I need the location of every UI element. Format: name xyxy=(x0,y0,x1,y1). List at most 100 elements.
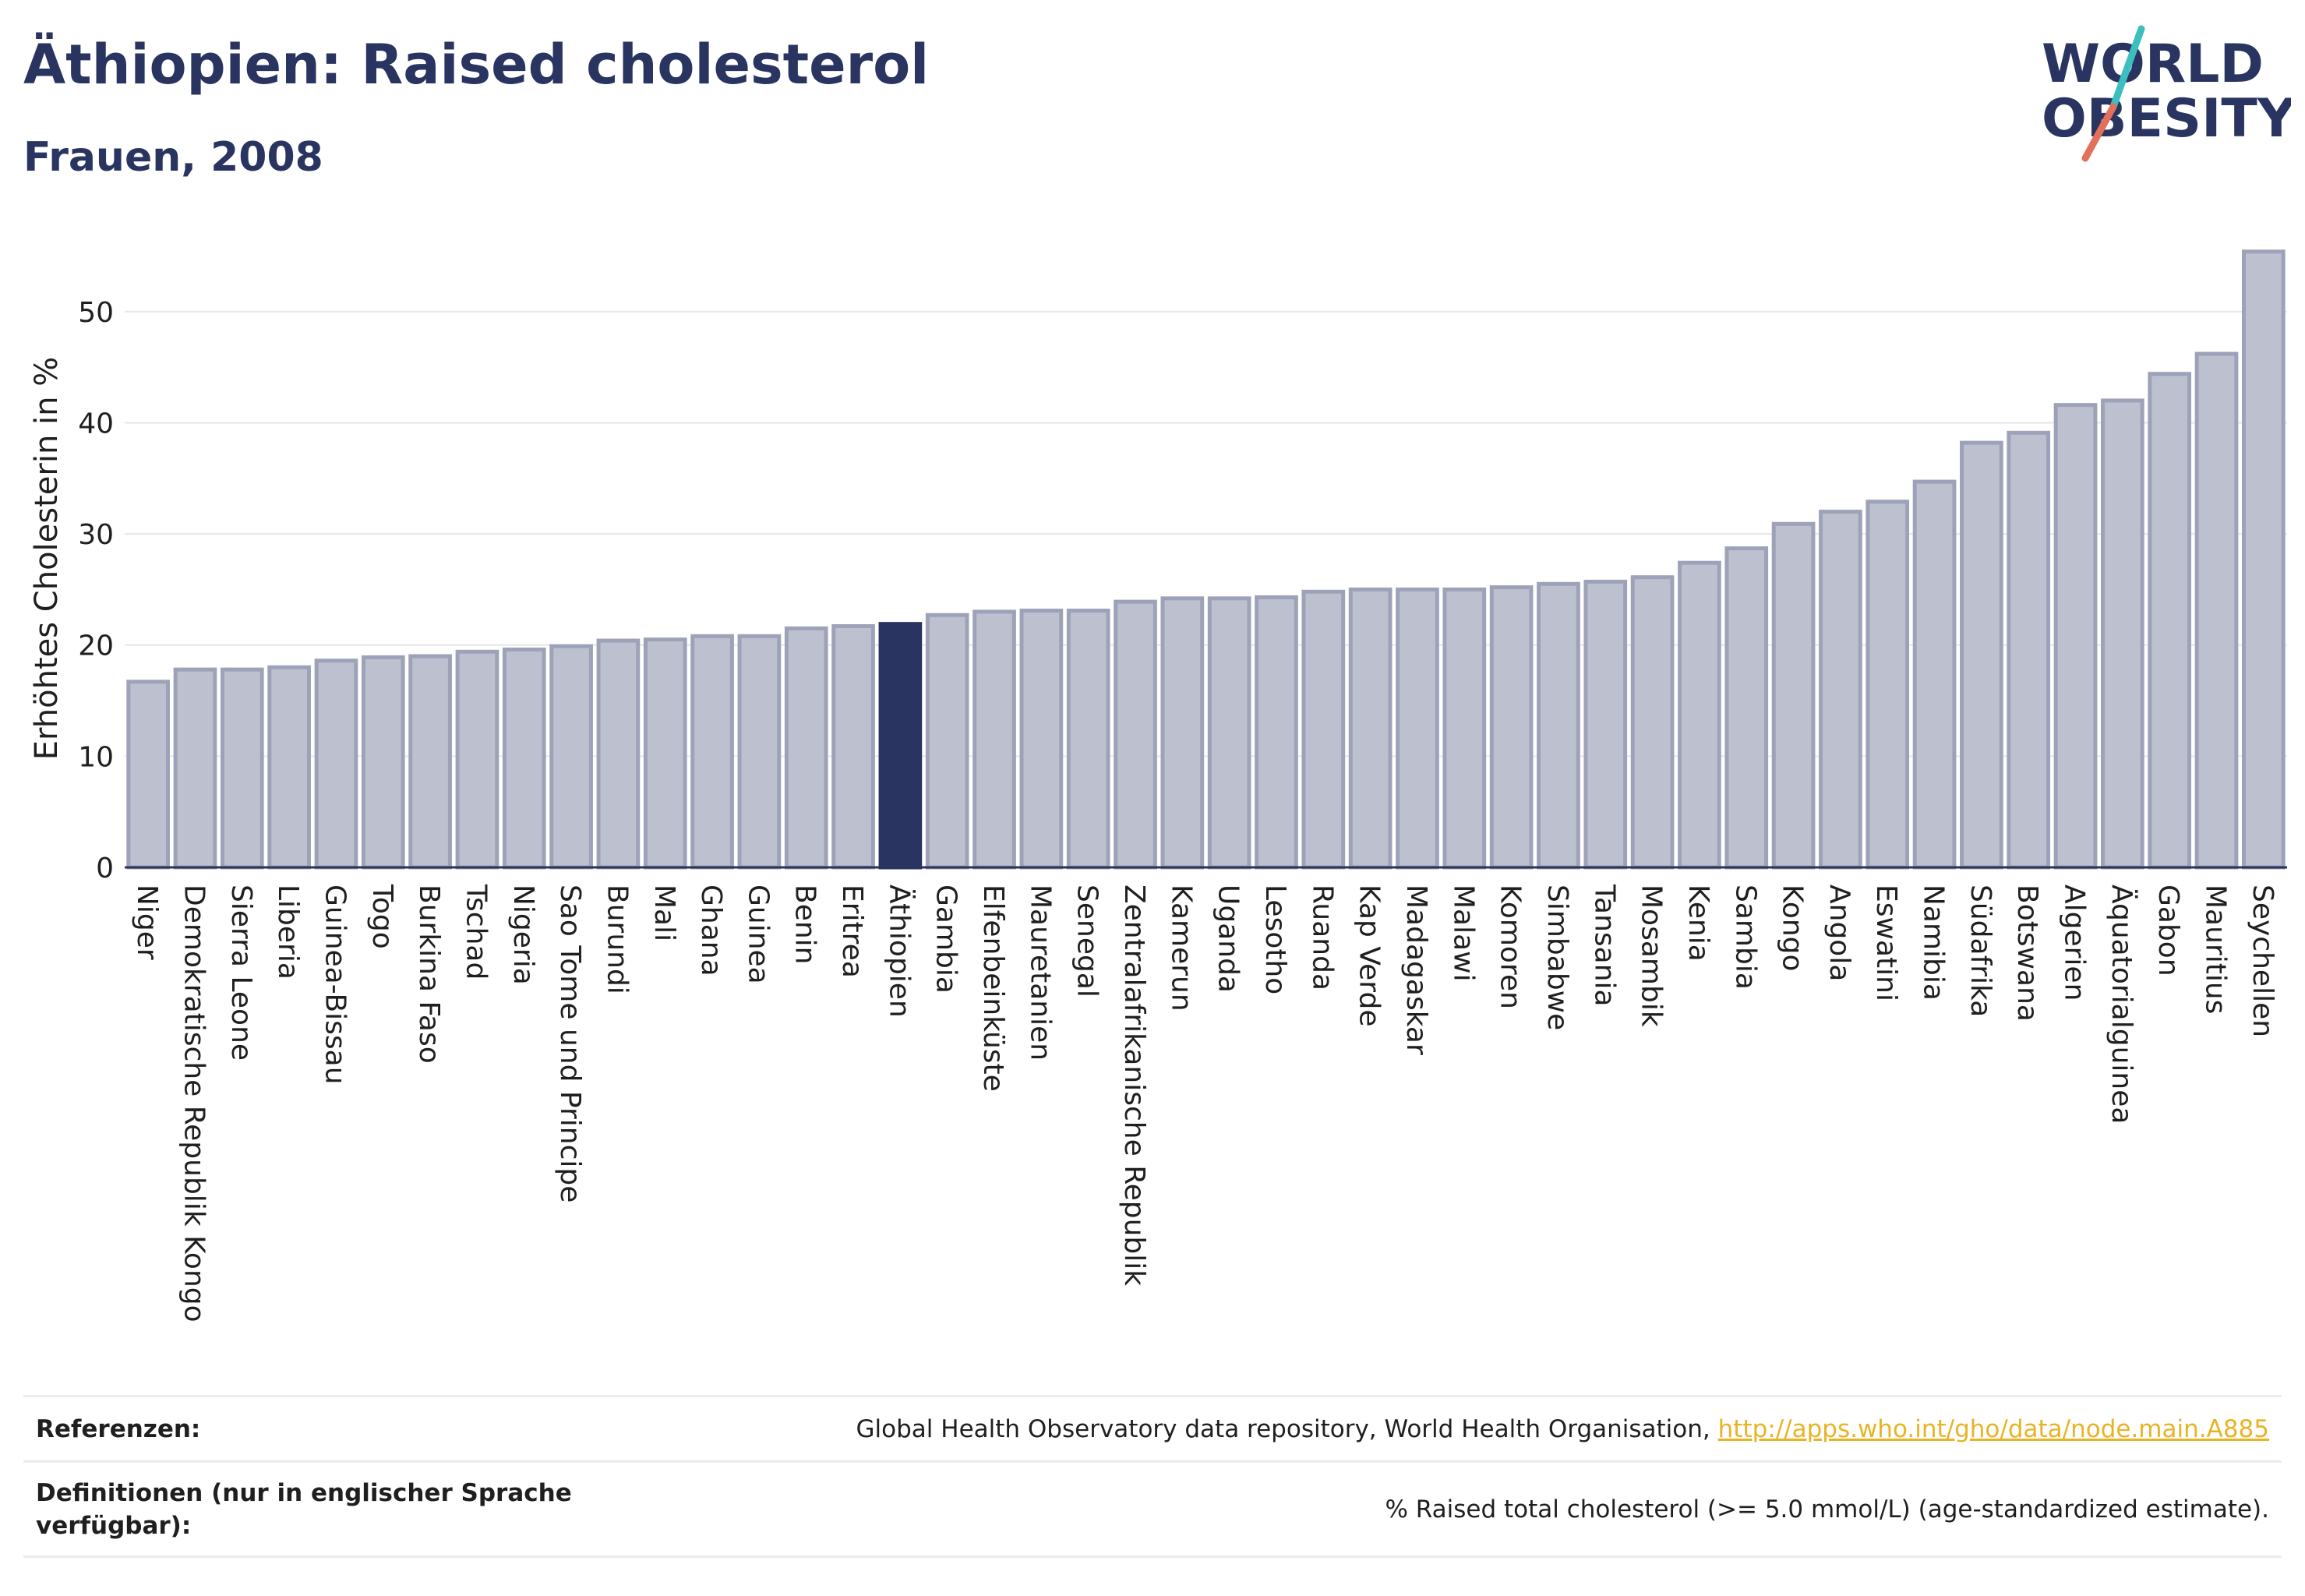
bar xyxy=(2101,398,2144,870)
x-tick-label: Niger xyxy=(131,885,163,960)
bar xyxy=(1207,596,1251,870)
bar xyxy=(1255,595,1298,870)
x-tick-label: Komoren xyxy=(1495,885,1527,1009)
bar xyxy=(737,634,782,870)
bar xyxy=(1066,609,1110,870)
x-tick-label: Burundi xyxy=(601,885,633,994)
bar xyxy=(1960,440,2003,870)
x-tick-label: Kongo xyxy=(1777,885,1809,972)
references-value: Global Health Observatory data repositor… xyxy=(856,1415,2269,1443)
bar xyxy=(690,634,734,870)
bar xyxy=(220,667,264,870)
x-tick-label: Lesotho xyxy=(1259,885,1291,994)
definitions-text: % Raised total cholesterol (>= 5.0 mmol/… xyxy=(1385,1495,2269,1524)
bar xyxy=(831,623,875,870)
y-axis-ticks: 0 10 20 30 40 50 xyxy=(78,297,114,885)
y-tick-label: 10 xyxy=(78,741,114,773)
bar xyxy=(596,638,641,870)
logo-line-world: WORLD xyxy=(2042,34,2264,95)
bar xyxy=(784,626,828,870)
x-tick-label: Ghana xyxy=(695,885,727,976)
y-tick-label: 50 xyxy=(78,297,114,329)
x-tick-label: Sao Tome und Principe xyxy=(554,885,586,1202)
bar xyxy=(1537,581,1580,870)
bar xyxy=(455,649,499,870)
chart-subtitle: Frauen, 2008 xyxy=(23,134,323,181)
bar xyxy=(1019,609,1064,870)
bar xyxy=(1866,500,1910,870)
y-tick-label: 30 xyxy=(78,519,114,551)
references-label: Referenzen: xyxy=(36,1414,201,1443)
bar xyxy=(1583,579,1628,870)
x-tick-label: Elfenbeinküste xyxy=(977,885,1009,1092)
logo-slash-bottom xyxy=(2081,103,2117,162)
bar xyxy=(1724,546,1769,870)
x-tick-label: Madagaskar xyxy=(1400,885,1432,1055)
x-tick-label: Guinea-Bissau xyxy=(319,885,351,1085)
bar xyxy=(1114,599,1157,870)
bar xyxy=(267,665,311,870)
x-tick-label: Zentralafrikanische Republik xyxy=(1118,885,1150,1286)
x-tick-label: Gambia xyxy=(930,885,962,994)
bar xyxy=(549,644,593,870)
bar xyxy=(1348,587,1393,870)
x-tick-label: Senegal xyxy=(1071,885,1103,998)
references-link[interactable]: http://apps.who.int/gho/data/node.main.A… xyxy=(1717,1414,2269,1443)
bar xyxy=(972,609,1016,870)
bar xyxy=(1771,521,1816,870)
bar xyxy=(1301,589,1346,870)
x-tick-label: Togo xyxy=(366,884,398,949)
bar xyxy=(2194,351,2239,870)
bar xyxy=(1630,575,1675,870)
logo-slash-top xyxy=(2109,25,2145,111)
bar xyxy=(361,655,405,870)
bar xyxy=(2007,430,2051,870)
x-tick-label: Simbabwe xyxy=(1541,885,1573,1030)
bar xyxy=(643,637,687,870)
world-obesity-logo: WORLD OBESITY xyxy=(2042,25,2291,162)
footer: Referenzen: Global Health Observatory da… xyxy=(23,1395,2282,1558)
x-tick-label: Burkina Faso xyxy=(413,885,445,1064)
x-tick-label: Äquatorialguinea xyxy=(2106,885,2138,1124)
x-tick-label: Liberia xyxy=(272,885,304,980)
references-row: Referenzen: Global Health Observatory da… xyxy=(23,1395,2282,1460)
x-tick-label: Kenia xyxy=(1682,885,1714,962)
references-text: Global Health Observatory data repositor… xyxy=(856,1414,1710,1443)
x-tick-label: Botswana xyxy=(2011,885,2043,1022)
x-tick-label: Mauritius xyxy=(2200,885,2232,1014)
y-tick-label: 40 xyxy=(78,408,114,440)
bar xyxy=(1160,596,1205,870)
y-axis-label: Erhöhtes Cholesterin in % xyxy=(29,357,65,760)
x-tick-label: Tschad xyxy=(460,884,492,980)
bar xyxy=(314,659,358,870)
x-tick-label: Eritrea xyxy=(836,885,868,978)
x-tick-label: Angola xyxy=(1823,885,1855,981)
bar xyxy=(502,647,546,870)
x-tick-label: Südafrika xyxy=(1964,885,1996,1017)
x-tick-label: Sierra Leone xyxy=(225,885,257,1061)
bar xyxy=(878,622,923,870)
x-tick-label: Mali xyxy=(648,885,680,941)
bars xyxy=(126,249,2286,870)
logo-line-obesity: OBESITY xyxy=(2042,88,2291,150)
y-tick-label: 0 xyxy=(96,853,114,885)
x-tick-label: Guinea xyxy=(742,885,774,984)
bar xyxy=(408,654,452,870)
x-tick-label: Uganda xyxy=(1213,885,1244,993)
bar xyxy=(1912,479,1957,870)
bar xyxy=(173,667,217,870)
bar xyxy=(2148,372,2192,870)
x-tick-label: Seychellen xyxy=(2247,885,2279,1037)
bar xyxy=(1678,560,1721,870)
x-tick-label: Ruanda xyxy=(1306,885,1338,990)
bar xyxy=(2242,249,2286,870)
x-tick-label: Kamerun xyxy=(1165,885,1197,1012)
y-tick-label: 20 xyxy=(78,630,114,662)
bar xyxy=(126,680,170,870)
x-axis-tick-labels: Niger Demokratische Republik Kongo Sierra … xyxy=(131,884,2279,1322)
x-tick-label: Eswatini xyxy=(1870,885,1902,1001)
x-tick-label: Sambia xyxy=(1729,885,1761,990)
x-tick-label: Gabon xyxy=(2152,885,2184,976)
bar xyxy=(1396,587,1439,870)
bar xyxy=(925,613,969,870)
